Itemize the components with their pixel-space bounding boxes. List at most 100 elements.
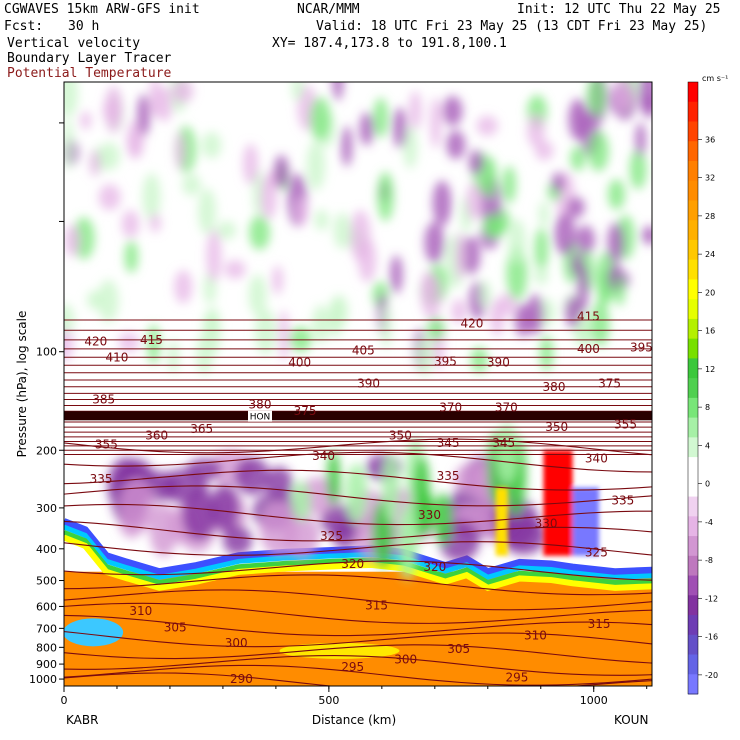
x-tick-label: 1000 (580, 694, 608, 707)
theta-label: 420 (84, 334, 107, 348)
velocity-blob (294, 197, 308, 227)
theta-label: 360 (145, 428, 168, 442)
velocity-blob (64, 82, 79, 118)
mid-level-blob (234, 457, 270, 496)
theta-contour (64, 451, 652, 473)
theta-label: 320 (341, 557, 364, 571)
y-tick-label: 900 (36, 658, 57, 671)
theta-contour (64, 631, 652, 648)
colorbar-swatch (688, 417, 698, 438)
colorbar-swatch (688, 239, 698, 261)
theta-label: 335 (611, 494, 634, 508)
theta-contour (64, 614, 652, 637)
velocity-blob (121, 210, 140, 238)
x-tick-label: 0 (61, 694, 68, 707)
org-label: NCAR/MMM (297, 2, 360, 17)
colorbar: 36 32 28 24 20 16 12 8 4 0 -4 -8 -12 -16 -20 (687, 81, 718, 695)
theta-label: 290 (230, 672, 253, 686)
velocity-blob (591, 301, 610, 347)
y-axis-label: Pressure (hPa), log scale (15, 311, 29, 458)
velocity-blob (377, 171, 394, 222)
field-potential-temperature: Potential Temperature (7, 66, 172, 81)
colorbar-swatch (688, 615, 698, 636)
theta-label: 350 (545, 420, 568, 434)
velocity-blob (539, 335, 554, 372)
mid-level-blob (331, 520, 359, 549)
theta-label: 325 (585, 545, 608, 559)
velocity-blob (468, 149, 484, 175)
velocity-blob (127, 131, 141, 159)
theta-label: 390 (357, 376, 380, 390)
velocity-blob (482, 214, 500, 239)
theta-contour (64, 438, 652, 456)
velocity-blob (576, 225, 595, 256)
velocity-blob (98, 142, 120, 171)
colorbar-swatch (688, 536, 698, 557)
theta-label: 345 (492, 436, 515, 450)
velocity-blob (80, 111, 92, 130)
theta-contour (64, 560, 652, 581)
colorbar-swatch (688, 200, 698, 221)
xy-range: XY= 187.4,173.8 to 191.8,100.1 (272, 36, 507, 51)
theta-label: 370 (439, 400, 462, 414)
theta-contour (64, 589, 652, 611)
velocity-blob (568, 98, 588, 141)
theta-label: 355 (614, 418, 637, 432)
theta-contour (64, 644, 652, 664)
velocity-blob (359, 112, 374, 146)
velocity-blob (613, 82, 634, 114)
theta-label: 400 (577, 342, 600, 356)
theta-label: 410 (106, 350, 129, 364)
theta-contour (64, 541, 652, 556)
mid-level-blob (265, 466, 293, 503)
theta-contour (64, 469, 652, 491)
velocity-blob (224, 260, 246, 279)
theta-label: 405 (352, 343, 375, 357)
field-boundary-layer-tracer: Boundary Layer Tracer (7, 51, 172, 66)
theta-label: 335 (90, 472, 113, 486)
theta-label: 370 (495, 400, 518, 414)
colorbar-unit: cm s⁻¹ (702, 74, 728, 83)
velocity-blob (328, 297, 344, 339)
velocity-blob (507, 218, 526, 264)
velocity-blob (638, 82, 652, 118)
velocity-blob (470, 346, 488, 373)
theta-label: 315 (365, 598, 388, 612)
theta-contour (64, 655, 652, 676)
colorbar-tick-label: 28 (705, 212, 715, 221)
colorbar-swatch (688, 338, 698, 359)
velocity-blob (341, 125, 353, 167)
colorbar-tick-label: -4 (705, 518, 713, 527)
theta-label: 395 (630, 340, 653, 354)
velocity-blob (243, 143, 259, 185)
velocity-blob (64, 118, 74, 171)
theta-label: 340 (312, 449, 335, 463)
velocity-blob (588, 130, 609, 172)
velocity-blob (291, 82, 304, 101)
theta-label: 330 (535, 517, 558, 531)
colorbar-frame (687, 81, 699, 695)
field-vertical-velocity: Vertical velocity (7, 36, 141, 51)
velocity-blob (527, 113, 545, 148)
model-title: CGWAVES 15km ARW-GFS init (4, 2, 200, 17)
theta-label: 375 (294, 404, 317, 418)
velocity-blob (461, 236, 481, 275)
velocity-blob (197, 188, 217, 235)
velocity-blob (526, 293, 544, 335)
axes: 0 500 1000 100 200 300 400 500 600 700 800 900 1000 (29, 122, 648, 707)
velocity-blob (272, 265, 284, 295)
theta-label: 305 (164, 620, 187, 634)
velocity-blobs (64, 82, 652, 581)
theta-label: 380 (543, 380, 566, 394)
velocity-blob (136, 94, 151, 137)
colorbar-swatch (688, 82, 698, 103)
velocity-blob (64, 324, 74, 362)
velocity-blob (424, 221, 445, 264)
velocity-blob (502, 165, 516, 204)
velocity-blob (273, 154, 289, 188)
fcst-value: 30 h (68, 19, 100, 34)
theta-label: 415 (577, 309, 600, 323)
velocity-blob (358, 238, 377, 283)
velocity-blob (97, 279, 119, 323)
theta-label: 310 (129, 604, 152, 618)
